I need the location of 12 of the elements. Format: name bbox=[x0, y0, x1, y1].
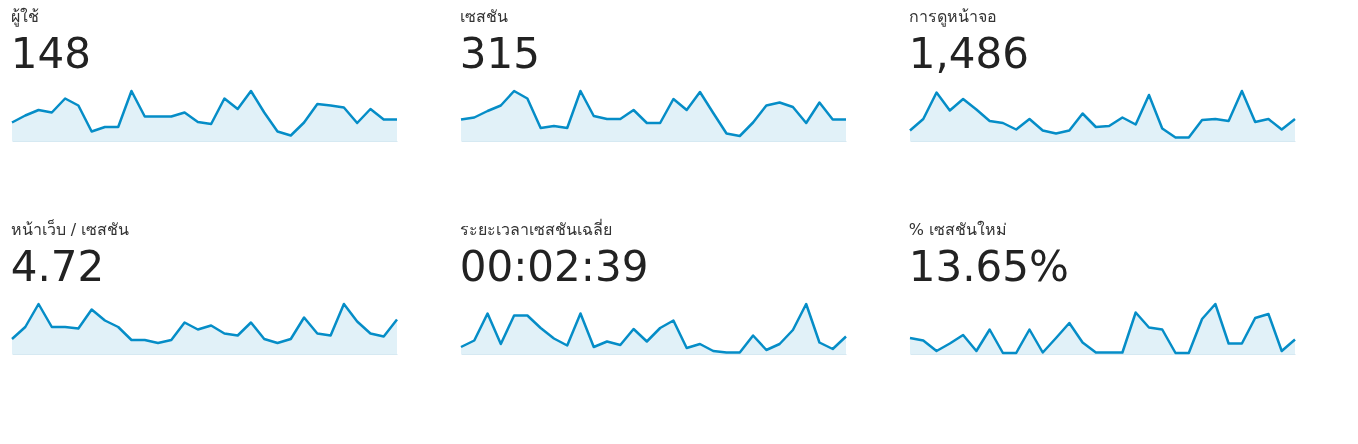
chart-title: เซสชัน bbox=[459, 6, 508, 26]
chart-subtitle: 1,486 bbox=[908, 28, 1029, 78]
chart-title: % เซสชันใหม่ bbox=[908, 219, 1008, 239]
chart-subtitle: 4.72 bbox=[10, 241, 105, 291]
chart-subtitle: 13.65% bbox=[908, 241, 1069, 291]
chart-subtitle: 00:02:39 bbox=[459, 241, 649, 291]
chart-title: ผู้ใช้ bbox=[10, 6, 39, 27]
chart-title: หน้าเว็บ / เซสชัน bbox=[10, 218, 130, 239]
chart-subtitle: 315 bbox=[459, 28, 540, 78]
chart-title: การดูหน้าจอ bbox=[908, 6, 997, 27]
chart-subtitle: 148 bbox=[10, 28, 91, 78]
chart-title: ระยะเวลาเซสชันเฉลี่ย bbox=[459, 217, 612, 239]
